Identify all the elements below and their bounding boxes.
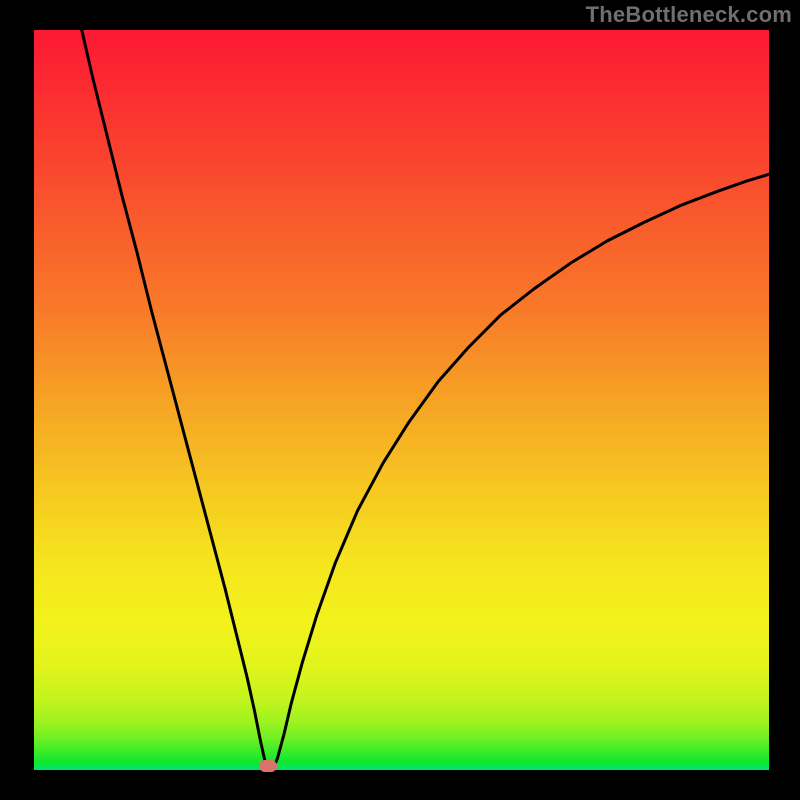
- watermark-text: TheBottleneck.com: [586, 2, 792, 28]
- bottleneck-curve-svg: [34, 30, 769, 770]
- bottleneck-marker-dot: [259, 760, 277, 772]
- bottleneck-curve: [82, 30, 769, 770]
- bottleneck-marker: [259, 760, 277, 772]
